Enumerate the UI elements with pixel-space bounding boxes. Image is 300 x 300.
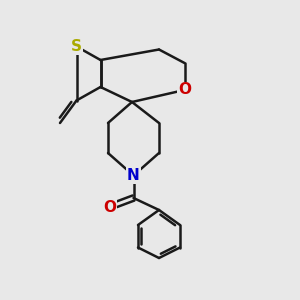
Text: N: N	[127, 168, 140, 183]
Text: O: O	[178, 82, 191, 98]
Text: S: S	[71, 39, 82, 54]
Text: O: O	[103, 200, 116, 214]
